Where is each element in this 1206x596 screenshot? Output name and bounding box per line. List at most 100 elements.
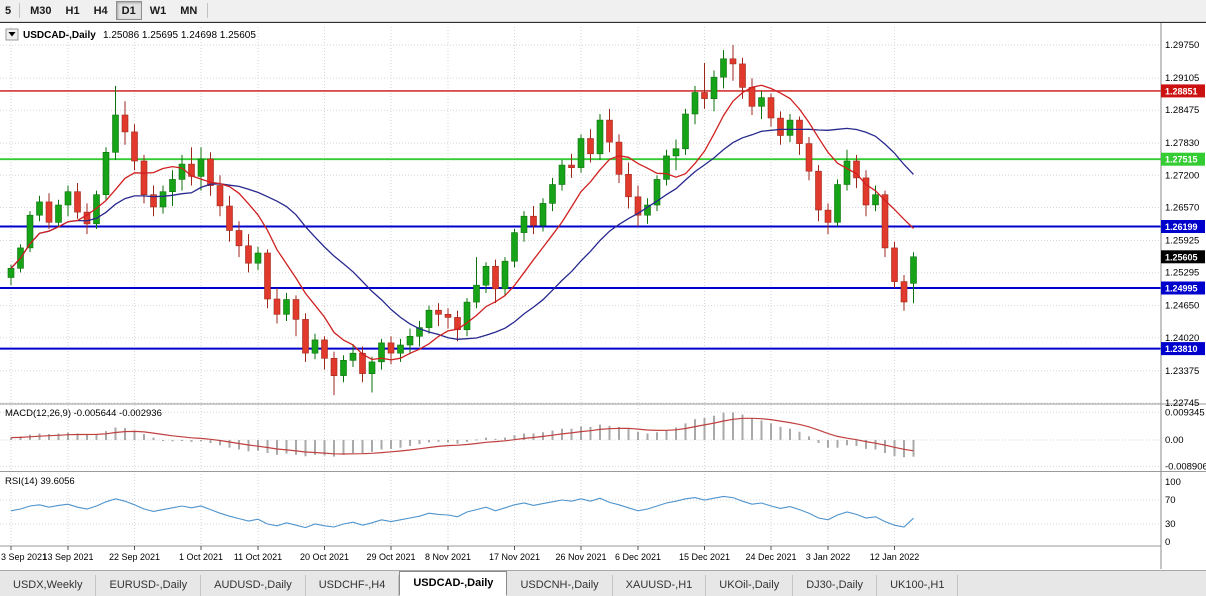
candle (843, 160, 851, 185)
macd-bar (380, 440, 383, 450)
macd-bar (589, 426, 592, 440)
macd-bar (437, 440, 440, 442)
candle (178, 163, 186, 180)
chevron-down-icon[interactable] (8, 32, 16, 37)
timeframe-button-d1[interactable]: D1 (115, 1, 142, 20)
chart-tab-usdcnh-daily[interactable]: USDCNH-,Daily (507, 575, 613, 596)
date-axis-label: 22 Sep 2021 (109, 552, 160, 562)
chart-tab-uk100-h1[interactable]: UK100-,H1 (877, 575, 959, 596)
chart-tab-usdcad-daily[interactable]: USDCAD-,Daily (399, 571, 508, 596)
date-axis-label: 3 Jan 2022 (806, 552, 851, 562)
macd-bar (770, 423, 772, 440)
macd-bar (238, 440, 240, 450)
candle (406, 335, 414, 346)
macd-bar (656, 432, 658, 440)
chart-tab-usdx-weekly[interactable]: USDX,Weekly (0, 575, 97, 596)
macd-bar (48, 434, 50, 440)
candle (169, 179, 176, 192)
price-chart[interactable]: 1.29750 1.29105 1.28475 1.27830 1.27200 1.265… (0, 23, 1206, 569)
macd-bar (627, 428, 630, 440)
macd-bar (323, 440, 326, 456)
macd-label: MACD(12,26,9) -0.005644 -0.002936 (5, 408, 162, 419)
macd-bar (390, 440, 392, 449)
candle (520, 215, 528, 233)
date-axis-label: 13 Sep 2021 (42, 552, 93, 562)
candle (378, 342, 385, 363)
price-axis-label: 1.24020 (1165, 333, 1199, 344)
macd-bar (893, 440, 896, 456)
macd-bar (295, 440, 297, 455)
price-level-tag-label: 1.25605 (1165, 252, 1198, 262)
candle (691, 92, 699, 115)
candle (150, 194, 157, 208)
price-axis-label: 1.25925 (1165, 236, 1199, 247)
macd-bar (190, 440, 193, 442)
candle (482, 266, 490, 286)
macd-bar (798, 431, 801, 440)
candle (416, 327, 423, 337)
macd-bar (19, 436, 22, 440)
candle (786, 119, 794, 136)
chart-tab-dj30-daily[interactable]: DJ30-,Daily (793, 575, 878, 596)
timeframe-button-w1[interactable]: W1 (144, 1, 173, 20)
candle (596, 119, 604, 155)
candle (102, 152, 110, 196)
macd-bar (67, 432, 69, 440)
macd-bar (399, 440, 402, 448)
chart-tab-xauusd-h1[interactable]: XAUUSD-,H1 (612, 575, 707, 596)
chart-window[interactable]: 1.29750 1.29105 1.28475 1.27830 1.27200 1.265… (0, 22, 1206, 570)
toolbar-separator (207, 3, 209, 18)
macd-bar (447, 440, 449, 443)
date-axis-label: 15 Dec 2021 (679, 552, 730, 562)
timeframe-button-h1[interactable]: H1 (60, 1, 86, 20)
candle (55, 204, 62, 223)
candle (216, 185, 224, 207)
candle (64, 191, 72, 206)
candle (321, 339, 328, 359)
candle (900, 281, 908, 303)
price-level-tag (1161, 281, 1205, 295)
macd-bar (285, 440, 288, 454)
candle (758, 97, 765, 107)
date-axis-label: 1 Oct 2021 (179, 552, 223, 562)
chart-header: USDCAD-,Daily 1.25086 1.25695 1.24698 1.2… (23, 30, 256, 41)
macd-bar (817, 440, 820, 443)
candle (530, 215, 537, 226)
candle (473, 284, 480, 303)
candle (720, 58, 727, 78)
price-axis-label: 1.23375 (1165, 366, 1199, 377)
candle (748, 87, 756, 107)
timeframe-button-h4[interactable]: H4 (88, 1, 114, 20)
macd-bar (57, 433, 60, 440)
chart-tab-audusd-daily[interactable]: AUDUSD-,Daily (201, 575, 306, 596)
rsi-axis-label: 0 (1165, 537, 1170, 548)
price-axis: 1.29750 1.29105 1.28475 1.27830 1.27200 1.265… (1165, 40, 1206, 548)
timeframe-button-mn[interactable]: MN (174, 1, 203, 20)
chart-tab-eurusd-daily[interactable]: EURUSD-,Daily (96, 575, 202, 596)
chart-tab-usdchf-h4[interactable]: USDCHF-,H4 (305, 575, 400, 596)
chart-tab-ukoil-daily[interactable]: UKOil-,Daily (706, 575, 794, 596)
candle (311, 339, 319, 354)
candle (45, 201, 53, 223)
macd-bar (409, 440, 411, 446)
macd-bar (827, 440, 829, 448)
macd-bar (532, 433, 535, 440)
macd-bar (485, 437, 487, 440)
macd-bar (133, 430, 136, 440)
timeframe-button-5[interactable]: 5 (1, 1, 15, 20)
candle (881, 194, 889, 249)
macd-bar (618, 426, 620, 440)
candle (235, 230, 243, 247)
price-level-tag-label: 1.23810 (1165, 344, 1198, 354)
timeframe-button-m30[interactable]: M30 (24, 1, 57, 20)
candle (653, 179, 661, 206)
timeframe-toolbar: 5 M30 H1 H4 D1 W1 MN (0, 0, 1206, 22)
macd-bar (181, 440, 183, 441)
price-level-tag (1161, 152, 1205, 166)
candle (853, 160, 860, 179)
macd-bar (219, 440, 221, 446)
candle (226, 205, 233, 231)
candle (549, 184, 556, 204)
macd-bar (874, 440, 877, 450)
